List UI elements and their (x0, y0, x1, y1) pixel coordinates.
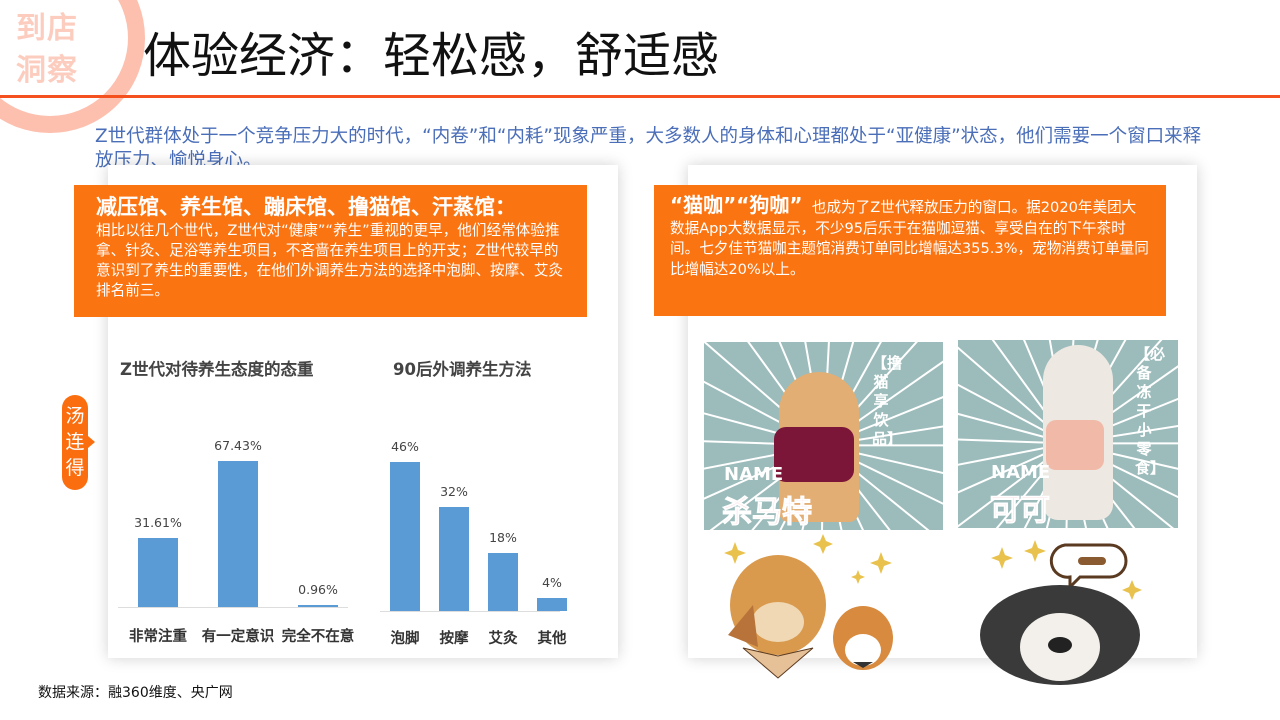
chart2-category-label: 艾灸 (488, 631, 518, 647)
sunburst-ray (823, 425, 943, 447)
sunburst-ray (823, 444, 943, 475)
chart1-title: Z世代对待养生态度的态重 (120, 360, 314, 379)
chart1-bar (138, 538, 178, 607)
sunburst-ray (823, 444, 943, 505)
sunburst-ray (958, 442, 1069, 466)
cat1-name: 杀马特 (722, 495, 813, 531)
data-source: 数据来源：融360维度、央广网 (38, 685, 233, 701)
chart2-axis (380, 611, 560, 612)
sunburst-ray (704, 440, 824, 447)
sunburst-ray (1067, 397, 1178, 445)
cat-vest (1046, 420, 1104, 470)
logo: 到店 洞察 (16, 8, 96, 92)
sunburst-ray (822, 360, 943, 447)
cat-image-2: 【必备冻干小零食】 NAME 可可 (958, 340, 1178, 528)
sunburst-ray (822, 444, 930, 530)
right-heading: “猫咖”“狗咖” (670, 193, 803, 217)
dogs-image-2 (980, 540, 1142, 685)
chart2-category-label: 其他 (537, 631, 567, 647)
cat-sweater (774, 427, 854, 482)
sparkle-icon (724, 534, 892, 584)
sunburst-ray (958, 438, 1069, 445)
chart1-value-label: 31.61% (134, 515, 182, 531)
chart1-value-label: 67.43% (214, 437, 262, 453)
chart2-value-label: 32% (440, 484, 468, 500)
sunburst-ray (823, 396, 943, 447)
tab-arrow-icon (88, 436, 95, 448)
sunburst-ray (958, 383, 1069, 445)
left-text-box: 减压馆、养生馆、蹦床馆、撸猫馆、汗蒸馆： 相比以往几个世代，Z世代对“健康”“养… (74, 185, 587, 317)
cat1-name-label: NAME (724, 464, 784, 485)
chart1-value-label: 0.96% (298, 581, 338, 597)
chart2-category-label: 泡脚 (390, 631, 420, 647)
cat-image-1: 【撸猫享饮品】 NAME 杀马特 (704, 342, 943, 530)
dogs-image-1 (724, 534, 893, 679)
chart1-bar (218, 460, 258, 607)
left-heading: 减压馆、养生馆、蹦床馆、撸猫馆、汗蒸馆： (96, 195, 516, 219)
page-title: 体验经济：轻松感，舒适感 (143, 28, 720, 84)
cat1-tag: 【撸猫享饮品】 (872, 354, 903, 448)
speech-bubble-bone-icon (1049, 543, 1128, 591)
chart1-category-label: 完全不在意 (281, 629, 355, 645)
chart2-value-label: 18% (489, 529, 517, 545)
chart1-bar (298, 604, 338, 607)
chart2-bar (439, 507, 469, 611)
sunburst-ray (958, 442, 1069, 494)
sunburst-ray (958, 412, 1069, 445)
cat2-name: 可可 (990, 493, 1051, 529)
side-tab[interactable]: 汤连得 (62, 395, 88, 490)
logo-line1: 到店 (16, 11, 78, 46)
chart2-value-label: 46% (391, 438, 419, 454)
sunburst-ray (991, 340, 1069, 444)
sunburst-ray (995, 442, 1069, 528)
cat2-tag: 【必备冻干小零食】 (1135, 345, 1166, 477)
chart2-category-label: 按摩 (439, 631, 469, 647)
logo-line2: 洞察 (16, 53, 78, 88)
chart1-category-label: 有一定意识 (201, 629, 275, 645)
chart2-bar (537, 598, 567, 611)
right-body: 也成为了Z世代释放压力的窗口。据2020年美团大数据App大数据显示，不少95后… (670, 199, 1149, 278)
sunburst-ray (1067, 442, 1178, 470)
chart1-axis (118, 607, 348, 608)
sparkle-icon (991, 540, 1142, 600)
chart2-bar (390, 461, 420, 611)
title-divider (0, 95, 1280, 98)
sunburst-ray (958, 442, 1069, 528)
sunburst-ray (1067, 424, 1178, 445)
right-text-box: “猫咖”“狗咖” 也成为了Z世代释放压力的窗口。据2020年美团大数据App大数… (654, 185, 1166, 316)
cat2-name-label: NAME (991, 462, 1051, 483)
sunburst-ray (958, 346, 1069, 445)
chart2-value-label: 4% (542, 575, 562, 591)
chart1-category-label: 非常注重 (129, 629, 187, 645)
chart2-bar (488, 552, 518, 611)
chart2-title: 90后外调养生方法 (393, 360, 532, 379)
side-tab-label: 汤连得 (65, 405, 85, 479)
left-body: 相比以往几个世代，Z世代对“健康”“养生”重视的更早，他们经常体验推拿、针灸、足… (96, 222, 564, 299)
